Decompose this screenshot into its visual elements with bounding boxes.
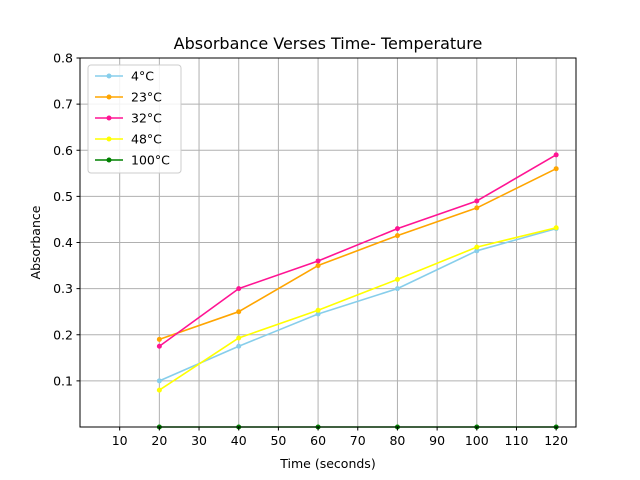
y-axis-label: Absorbance — [28, 205, 43, 279]
series-line — [158, 226, 557, 391]
data-point — [156, 387, 162, 393]
legend-swatch-marker — [106, 115, 112, 121]
data-point — [474, 248, 480, 254]
data-point — [315, 263, 321, 269]
legend-swatch-marker — [106, 136, 112, 142]
series-group — [156, 152, 559, 430]
x-tick-label: 10 — [112, 433, 128, 448]
data-point — [553, 152, 559, 158]
y-tick-label: 0.6 — [53, 143, 73, 158]
data-point — [156, 343, 162, 349]
series-0 — [156, 226, 559, 384]
series-2 — [156, 152, 559, 349]
legend-box — [87, 64, 182, 174]
data-point — [394, 226, 400, 232]
chart-title: Absorbance Verses Time- Temperature — [174, 34, 483, 53]
data-point — [394, 276, 400, 282]
legend-label: 100°C — [131, 153, 170, 168]
x-tick-label: 30 — [191, 433, 207, 448]
x-tick-label: 120 — [544, 433, 568, 448]
data-point — [315, 307, 321, 313]
x-tick-label: 90 — [429, 433, 445, 448]
data-point — [394, 233, 400, 239]
data-point — [156, 336, 162, 342]
y-tick-label: 0.1 — [53, 373, 73, 388]
y-tick-label: 0.7 — [53, 97, 73, 112]
series-line — [158, 154, 557, 347]
data-point — [553, 166, 559, 172]
legend-label: 23°C — [131, 90, 162, 105]
data-point — [394, 286, 400, 292]
series-line — [159, 227, 557, 382]
data-point — [474, 198, 480, 204]
series-1 — [156, 166, 559, 342]
series-line — [159, 167, 557, 341]
legend-swatch-marker — [106, 73, 112, 79]
y-tick-label: 0.2 — [53, 327, 73, 342]
data-point — [236, 335, 242, 341]
x-tick-label: 40 — [231, 433, 247, 448]
x-tick-label: 70 — [350, 433, 366, 448]
legend-label: 4°C — [131, 69, 154, 84]
x-axis-ticks: 10 20 30 40 50 60 70 80 90 100 110 120 — [112, 427, 568, 448]
legend-label: 32°C — [131, 111, 162, 126]
data-point — [236, 343, 242, 349]
legend-swatch-marker — [106, 94, 112, 100]
series-3 — [156, 225, 559, 393]
legend: 4°C 23°C 32°C 48°C 100°C — [87, 64, 182, 174]
y-axis-ticks: 0.1 0.2 0.3 0.4 0.5 0.6 0.7 0.8 — [53, 51, 80, 388]
x-tick-label: 60 — [310, 433, 326, 448]
x-tick-label: 100 — [465, 433, 489, 448]
data-point — [474, 205, 480, 211]
y-tick-label: 0.8 — [53, 51, 73, 66]
data-point — [236, 309, 242, 315]
y-tick-label: 0.4 — [53, 235, 73, 250]
data-point — [315, 258, 321, 264]
y-tick-label: 0.5 — [53, 189, 73, 204]
legend-label: 48°C — [131, 132, 162, 147]
data-point — [553, 225, 559, 231]
x-tick-label: 110 — [505, 433, 529, 448]
x-tick-label: 50 — [270, 433, 286, 448]
data-point — [315, 311, 321, 317]
y-tick-label: 0.3 — [53, 281, 73, 296]
data-point — [236, 286, 242, 292]
data-point — [156, 378, 162, 384]
data-point — [474, 244, 480, 250]
x-tick-label: 20 — [151, 433, 167, 448]
legend-swatch-marker — [106, 157, 112, 163]
x-axis-label: Time (seconds) — [279, 456, 375, 471]
x-tick-label: 80 — [389, 433, 405, 448]
